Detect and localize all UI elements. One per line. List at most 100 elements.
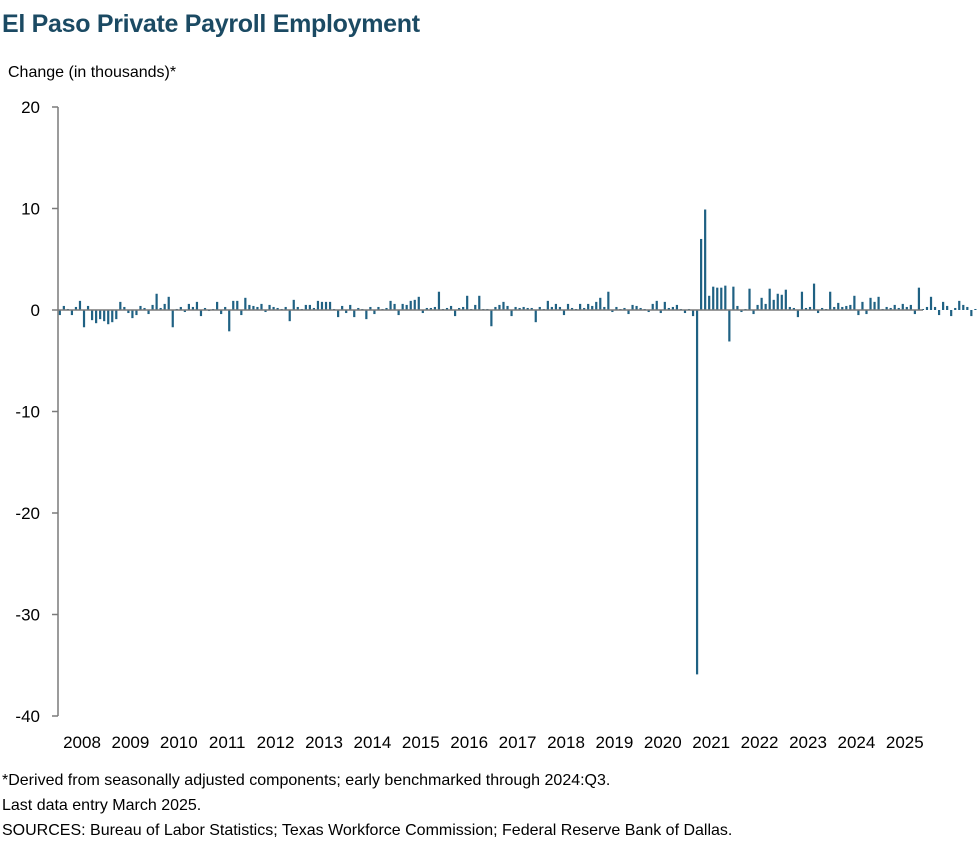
bar	[131, 310, 134, 319]
bar	[796, 310, 800, 318]
bar	[421, 310, 424, 314]
bar	[502, 301, 505, 310]
bar	[397, 310, 400, 316]
bar	[58, 310, 61, 316]
bar	[522, 306, 525, 310]
bar	[736, 305, 739, 310]
bar	[478, 295, 481, 310]
bars-group	[58, 209, 977, 675]
bar	[474, 304, 477, 310]
bar	[764, 303, 767, 310]
bar	[195, 301, 199, 310]
bar	[191, 306, 195, 310]
bar	[147, 310, 150, 315]
bar	[728, 310, 731, 342]
bar	[933, 306, 937, 310]
x-tick-label: 2023	[789, 733, 827, 752]
bar	[308, 304, 311, 310]
bar	[236, 300, 239, 310]
x-tick-label: 2012	[257, 733, 295, 752]
bar	[252, 305, 255, 310]
bar	[635, 305, 638, 310]
bar	[800, 291, 804, 310]
bar	[913, 310, 916, 315]
bar	[417, 296, 420, 310]
bar	[506, 305, 509, 310]
bar	[405, 304, 408, 310]
x-tick-label: 2021	[692, 733, 730, 752]
bar	[659, 310, 662, 314]
x-tick-label: 2017	[499, 733, 537, 752]
bar	[974, 308, 977, 310]
bar	[792, 307, 795, 310]
x-tick-label: 2013	[305, 733, 343, 752]
bar	[526, 307, 529, 310]
bar	[127, 310, 130, 314]
bar	[228, 310, 231, 332]
x-tick-label: 2009	[111, 733, 149, 752]
bar	[107, 310, 110, 325]
bar	[615, 306, 618, 310]
bar	[554, 303, 558, 310]
x-tick-label: 2020	[644, 733, 682, 752]
x-tick-label: 2015	[402, 733, 440, 752]
bar	[159, 307, 162, 310]
bar	[216, 301, 219, 310]
bar	[95, 310, 98, 324]
bar	[909, 304, 912, 310]
bar	[256, 306, 259, 310]
y-axis-label: Change (in thousands)*	[8, 64, 177, 81]
bar	[937, 310, 941, 316]
bar	[897, 307, 900, 310]
bar	[62, 305, 65, 310]
bar	[99, 310, 102, 320]
bar	[445, 307, 449, 310]
bar	[962, 304, 965, 310]
bar	[784, 289, 787, 310]
bar	[917, 287, 921, 310]
bar	[538, 306, 541, 310]
footnote-last-entry: Last data entry March 2025.	[2, 797, 202, 814]
x-tick-label: 2010	[160, 733, 198, 752]
bar	[845, 305, 848, 310]
bar	[119, 301, 122, 310]
bar	[780, 294, 783, 310]
bar	[655, 300, 658, 310]
bar	[345, 310, 348, 314]
bar	[518, 307, 521, 310]
bar	[240, 310, 243, 316]
bar	[353, 310, 356, 318]
bar	[357, 307, 360, 310]
bar	[663, 301, 666, 310]
bar	[768, 288, 771, 310]
bar	[312, 307, 316, 310]
bar	[187, 303, 190, 310]
bar	[296, 306, 299, 310]
bar	[365, 310, 368, 320]
bar	[373, 310, 376, 315]
bar	[804, 307, 808, 310]
bar	[893, 304, 896, 310]
bar	[966, 306, 969, 310]
bar	[724, 285, 727, 310]
x-tick-label: 2024	[837, 733, 875, 752]
bar	[276, 307, 279, 310]
bar	[675, 304, 679, 310]
bar	[579, 303, 582, 310]
bar	[708, 295, 711, 310]
bar	[155, 293, 158, 310]
bar	[651, 303, 654, 310]
bar	[925, 306, 929, 310]
bar	[494, 306, 497, 310]
bar	[115, 310, 118, 320]
bar	[861, 301, 864, 310]
bar	[929, 296, 933, 310]
bar	[558, 306, 562, 310]
y-tick-label: 20	[21, 98, 40, 117]
bar	[179, 306, 182, 310]
bar	[970, 310, 973, 317]
bar	[462, 306, 465, 310]
y-tick-label: -10	[15, 403, 40, 422]
